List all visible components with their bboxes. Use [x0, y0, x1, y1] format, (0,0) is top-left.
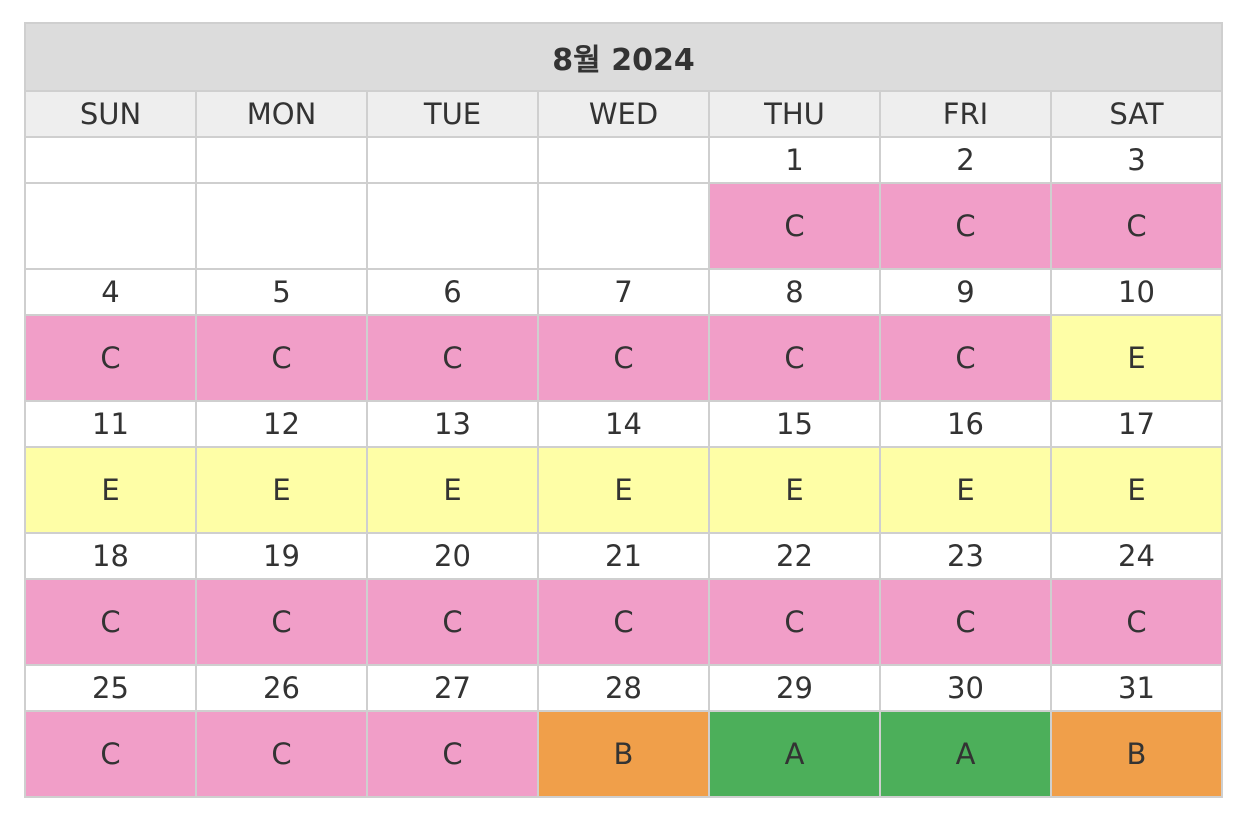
shift-cell[interactable]: E [195, 446, 368, 534]
calendar-title: 8월 2024 [24, 22, 1223, 92]
date-cell: 28 [537, 664, 710, 712]
shift-cell[interactable]: C [537, 314, 710, 402]
date-cell: 18 [24, 532, 197, 580]
shift-cell[interactable]: C [537, 578, 710, 666]
shift-cell[interactable]: C [708, 314, 881, 402]
date-row: 18 19 20 21 22 23 24 [24, 532, 1223, 580]
shift-cell[interactable]: E [537, 446, 710, 534]
shift-cell[interactable]: C [24, 710, 197, 798]
shift-cell[interactable]: E [708, 446, 881, 534]
weekday-fri: FRI [879, 90, 1052, 138]
shift-cell[interactable]: E [1050, 314, 1223, 402]
shift-cell[interactable] [24, 182, 197, 270]
date-row: 1 2 3 [24, 136, 1223, 184]
date-cell: 4 [24, 268, 197, 316]
shift-cell[interactable]: C [24, 578, 197, 666]
date-cell: 2 [879, 136, 1052, 184]
date-cell: 9 [879, 268, 1052, 316]
weekday-sat: SAT [1050, 90, 1223, 138]
shift-cell[interactable]: C [366, 314, 539, 402]
shift-cell[interactable] [537, 182, 710, 270]
weekday-tue: TUE [366, 90, 539, 138]
date-cell: 30 [879, 664, 1052, 712]
shift-row: E E E E E E E [24, 446, 1223, 534]
shift-cell[interactable] [366, 182, 539, 270]
date-cell: 21 [537, 532, 710, 580]
date-cell [195, 136, 368, 184]
shift-row: C C C C C C C [24, 578, 1223, 666]
date-cell: 1 [708, 136, 881, 184]
shift-cell[interactable]: A [708, 710, 881, 798]
date-row: 25 26 27 28 29 30 31 [24, 664, 1223, 712]
shift-cell[interactable]: C [879, 182, 1052, 270]
date-cell: 5 [195, 268, 368, 316]
date-cell: 15 [708, 400, 881, 448]
shift-cell[interactable]: C [366, 578, 539, 666]
date-cell [366, 136, 539, 184]
date-cell: 12 [195, 400, 368, 448]
shift-cell[interactable]: E [1050, 446, 1223, 534]
weekday-header-row: SUN MON TUE WED THU FRI SAT [24, 90, 1223, 138]
shift-cell[interactable]: C [879, 314, 1052, 402]
date-cell: 27 [366, 664, 539, 712]
shift-cell[interactable]: E [24, 446, 197, 534]
weekday-wed: WED [537, 90, 710, 138]
shift-cell[interactable]: C [879, 578, 1052, 666]
date-cell [24, 136, 197, 184]
shift-cell[interactable]: C [1050, 578, 1223, 666]
shift-cell[interactable] [195, 182, 368, 270]
date-cell: 20 [366, 532, 539, 580]
shift-cell[interactable]: C [708, 182, 881, 270]
shift-cell[interactable]: A [879, 710, 1052, 798]
date-cell: 6 [366, 268, 539, 316]
date-row: 4 5 6 7 8 9 10 [24, 268, 1223, 316]
date-cell: 25 [24, 664, 197, 712]
date-cell: 16 [879, 400, 1052, 448]
date-cell: 14 [537, 400, 710, 448]
shift-row: C C C C C C E [24, 314, 1223, 402]
date-cell: 11 [24, 400, 197, 448]
shift-cell[interactable]: B [537, 710, 710, 798]
date-cell: 10 [1050, 268, 1223, 316]
date-cell: 19 [195, 532, 368, 580]
date-cell: 8 [708, 268, 881, 316]
date-cell: 23 [879, 532, 1052, 580]
date-cell: 24 [1050, 532, 1223, 580]
date-cell: 29 [708, 664, 881, 712]
date-cell [537, 136, 710, 184]
date-row: 11 12 13 14 15 16 17 [24, 400, 1223, 448]
shift-cell[interactable]: C [708, 578, 881, 666]
date-cell: 13 [366, 400, 539, 448]
shift-cell[interactable]: B [1050, 710, 1223, 798]
weekday-mon: MON [195, 90, 368, 138]
date-cell: 3 [1050, 136, 1223, 184]
shift-row: C C C B A A B [24, 710, 1223, 798]
shift-cell[interactable]: E [879, 446, 1052, 534]
shift-cell[interactable]: C [195, 578, 368, 666]
date-cell: 7 [537, 268, 710, 316]
shift-cell[interactable]: C [195, 314, 368, 402]
shift-row: C C C [24, 182, 1223, 270]
shift-cell[interactable]: E [366, 446, 539, 534]
date-cell: 31 [1050, 664, 1223, 712]
weekday-thu: THU [708, 90, 881, 138]
calendar: 8월 2024 SUN MON TUE WED THU FRI SAT 1 2 … [24, 22, 1223, 798]
weekday-sun: SUN [24, 90, 197, 138]
shift-cell[interactable]: C [366, 710, 539, 798]
date-cell: 22 [708, 532, 881, 580]
date-cell: 17 [1050, 400, 1223, 448]
shift-cell[interactable]: C [195, 710, 368, 798]
shift-cell[interactable]: C [1050, 182, 1223, 270]
shift-cell[interactable]: C [24, 314, 197, 402]
date-cell: 26 [195, 664, 368, 712]
